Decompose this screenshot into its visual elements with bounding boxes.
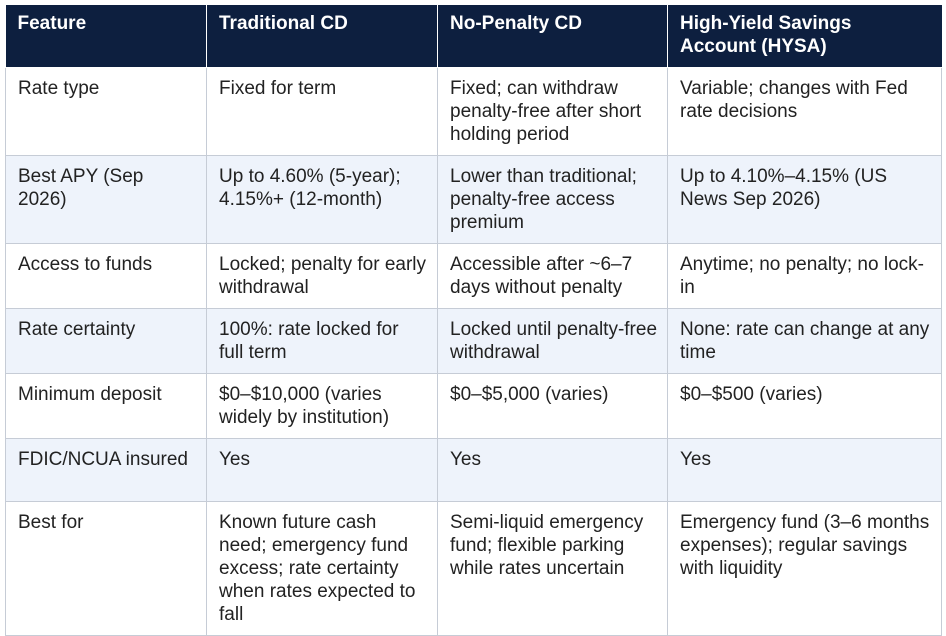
row-label-access-to-funds: Access to funds	[5, 243, 207, 309]
table-row: Rate type Fixed for term Fixed; can with…	[5, 67, 942, 156]
header-no-penalty-cd: No-Penalty CD	[437, 5, 668, 68]
row-label-fdic-ncua: FDIC/NCUA insured	[5, 438, 207, 502]
table-cell: Locked; penalty for early withdrawal	[206, 243, 438, 309]
table-cell: Yes	[667, 438, 942, 502]
row-label-rate-certainty: Rate certainty	[5, 308, 207, 374]
table-cell: Semi-liquid emergency fund; flexible par…	[437, 501, 668, 636]
table-row: Rate certainty 100%: rate locked for ful…	[5, 308, 942, 374]
header-feature: Feature	[5, 5, 207, 68]
row-label-rate-type: Rate type	[5, 67, 207, 156]
table-row: Best for Known future cash need; emergen…	[5, 501, 942, 636]
table-cell: Fixed for term	[206, 67, 438, 156]
table-cell: Lower than traditional; penalty-free acc…	[437, 155, 668, 244]
comparison-table: Feature Traditional CD No-Penalty CD Hig…	[5, 5, 942, 636]
table-cell: Up to 4.60% (5-year); 4.15%+ (12-month)	[206, 155, 438, 244]
table-row: Minimum deposit $0–$10,000 (varies widel…	[5, 373, 942, 439]
row-label-minimum-deposit: Minimum deposit	[5, 373, 207, 439]
table-cell: Yes	[206, 438, 438, 502]
header-hysa: High-Yield Savings Account (HYSA)	[667, 5, 942, 68]
header-traditional-cd: Traditional CD	[206, 5, 438, 68]
table-row: FDIC/NCUA insured Yes Yes Yes	[5, 438, 942, 502]
table-row: Best APY (Sep 2026) Up to 4.60% (5-year)…	[5, 155, 942, 244]
table-header-row: Feature Traditional CD No-Penalty CD Hig…	[5, 5, 942, 68]
table-cell: Accessible after ~6–7 days without penal…	[437, 243, 668, 309]
row-label-best-for: Best for	[5, 501, 207, 636]
table-cell: Up to 4.10%–4.15% (US News Sep 2026)	[667, 155, 942, 244]
table-cell: Known future cash need; emergency fund e…	[206, 501, 438, 636]
table-cell: Anytime; no penalty; no lock-in	[667, 243, 942, 309]
table-cell: None: rate can change at any time	[667, 308, 942, 374]
row-label-best-apy: Best APY (Sep 2026)	[5, 155, 207, 244]
table-cell: Emergency fund (3–6 months expenses); re…	[667, 501, 942, 636]
table-cell: 100%: rate locked for full term	[206, 308, 438, 374]
table-row: Access to funds Locked; penalty for earl…	[5, 243, 942, 309]
table-cell: Yes	[437, 438, 668, 502]
table-cell: Locked until penalty-free withdrawal	[437, 308, 668, 374]
table-cell: $0–$10,000 (varies widely by institution…	[206, 373, 438, 439]
table-cell: Variable; changes with Fed rate decision…	[667, 67, 942, 156]
table-cell: $0–$5,000 (varies)	[437, 373, 668, 439]
table-cell: $0–$500 (varies)	[667, 373, 942, 439]
table-cell: Fixed; can withdraw penalty-free after s…	[437, 67, 668, 156]
